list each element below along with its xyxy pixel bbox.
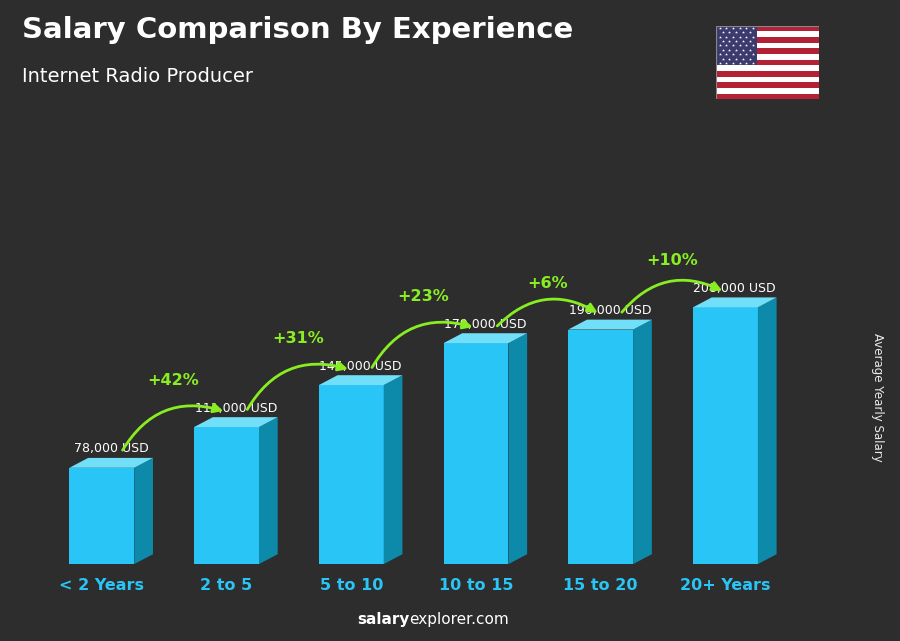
Text: Internet Radio Producer: Internet Radio Producer xyxy=(22,67,254,87)
Bar xyxy=(319,385,383,564)
Bar xyxy=(716,71,819,77)
Bar xyxy=(693,307,758,564)
Bar xyxy=(194,427,259,564)
Bar xyxy=(716,88,819,94)
Polygon shape xyxy=(568,320,652,329)
Polygon shape xyxy=(194,417,278,427)
Bar xyxy=(716,31,819,37)
Bar xyxy=(716,65,819,71)
Text: Salary Comparison By Experience: Salary Comparison By Experience xyxy=(22,16,574,44)
Polygon shape xyxy=(134,458,153,564)
Bar xyxy=(716,94,819,99)
Text: +23%: +23% xyxy=(397,289,449,304)
Bar xyxy=(568,329,634,564)
Text: +42%: +42% xyxy=(148,373,200,388)
Text: +6%: +6% xyxy=(527,276,568,290)
Bar xyxy=(716,48,819,54)
Polygon shape xyxy=(259,417,278,564)
Text: explorer.com: explorer.com xyxy=(410,612,509,627)
Bar xyxy=(716,26,819,31)
Text: 179,000 USD: 179,000 USD xyxy=(444,317,526,331)
Bar xyxy=(444,343,508,564)
Text: 145,000 USD: 145,000 USD xyxy=(320,360,402,372)
Bar xyxy=(716,82,819,88)
Polygon shape xyxy=(444,333,527,343)
Bar xyxy=(716,77,819,82)
Text: 111,000 USD: 111,000 USD xyxy=(194,401,277,415)
Text: 208,000 USD: 208,000 USD xyxy=(694,282,776,295)
Bar xyxy=(716,54,819,60)
Text: 190,000 USD: 190,000 USD xyxy=(569,304,652,317)
Bar xyxy=(69,468,134,564)
Text: salary: salary xyxy=(357,612,410,627)
Text: 78,000 USD: 78,000 USD xyxy=(74,442,148,455)
Polygon shape xyxy=(634,320,652,564)
Polygon shape xyxy=(508,333,527,564)
Bar xyxy=(716,43,819,48)
Polygon shape xyxy=(758,297,777,564)
Text: +31%: +31% xyxy=(273,331,324,346)
Polygon shape xyxy=(319,375,402,385)
Bar xyxy=(716,60,819,65)
Text: +10%: +10% xyxy=(646,253,698,269)
Polygon shape xyxy=(69,458,153,468)
Bar xyxy=(716,20,757,65)
Text: Average Yearly Salary: Average Yearly Salary xyxy=(871,333,884,462)
Bar xyxy=(716,37,819,43)
Polygon shape xyxy=(693,297,777,307)
Polygon shape xyxy=(383,375,402,564)
